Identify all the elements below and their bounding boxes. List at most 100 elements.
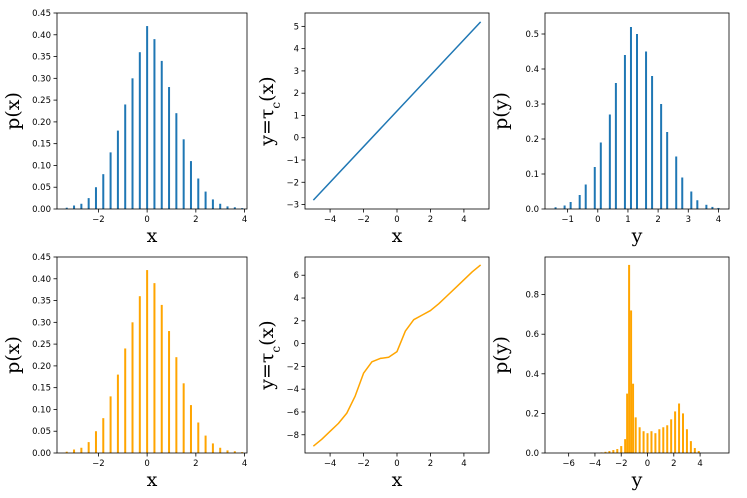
- histogram-bar: [168, 331, 171, 453]
- y-tick-label: 0.15: [32, 384, 51, 394]
- histogram-bar: [599, 142, 602, 209]
- histogram-bar: [160, 60, 163, 209]
- histogram-bar: [226, 206, 229, 209]
- y-tick-label: 0.30: [32, 318, 51, 328]
- x-tick-label: −6: [562, 459, 575, 469]
- x-tick-label: 1: [625, 215, 630, 225]
- y-tick-label: 0.25: [32, 96, 51, 106]
- x-tick-label: −1: [561, 215, 574, 225]
- histogram-bar: [629, 27, 632, 209]
- y-tick-label: 0.10: [32, 405, 51, 415]
- y-tick-label: −1: [286, 156, 299, 166]
- y-tick-label: 0.25: [32, 340, 51, 350]
- x-tick-label: 4: [716, 215, 721, 225]
- histogram-bar: [632, 383, 635, 453]
- histogram-bar: [160, 304, 163, 453]
- y-tick-label: 0.30: [32, 74, 51, 84]
- histogram-bar: [102, 174, 105, 209]
- x-tick-label: 2: [193, 215, 198, 225]
- y-tick-label: 0.4: [525, 65, 539, 75]
- histogram-bar: [650, 431, 653, 453]
- plot-frame: [544, 12, 730, 210]
- histogram-bar: [153, 283, 156, 453]
- histogram-bar: [563, 205, 566, 209]
- histogram-bar: [681, 177, 684, 209]
- y-tick-label: 2: [294, 89, 299, 99]
- histogram-bar: [620, 446, 623, 453]
- y-tick-label: 0.15: [32, 140, 51, 150]
- y-tick-label: −4: [286, 385, 299, 395]
- chart-panel-1: −2 0 2 4 0.00 0.05 0.10 0.15 0.20 0.25 0.30 0.35 0.4…: [2, 9, 248, 247]
- y-tick-label: 0.00: [32, 205, 51, 215]
- series-line: [312, 264, 482, 447]
- histogram-bar: [182, 139, 185, 209]
- y-tick-label: 6: [294, 271, 299, 281]
- x-tick-label: 0: [645, 459, 650, 469]
- y-tick-label: 0.45: [32, 9, 51, 19]
- plot-frame: [56, 256, 248, 454]
- histogram-bar: [634, 417, 637, 453]
- y-tick-label: 3: [294, 67, 299, 77]
- chart-panel-6: −6 −4 −2 0 2 4 0.0 0.2 0.4 0.6 0.8 y p(y): [490, 256, 730, 491]
- y-tick-label: 0.05: [32, 427, 51, 437]
- histogram-bar: [109, 152, 112, 209]
- y-tick-label: 1: [294, 111, 299, 121]
- x-axis-label: x: [147, 469, 158, 491]
- chart-panel-5: −4 −2 0 2 4 −8 −6 −4 −2 0 2 4 6 x y=τc(x): [256, 256, 490, 491]
- x-tick-label: 4: [242, 459, 247, 469]
- y-tick-label: 0.05: [32, 183, 51, 193]
- histogram-bar: [182, 383, 185, 453]
- y-axis-label: p(y): [490, 92, 512, 130]
- histogram-bar: [674, 411, 677, 453]
- histogram-bar: [638, 427, 641, 453]
- histogram-bar: [623, 55, 626, 209]
- histogram-bar: [124, 348, 127, 453]
- histogram-bar: [662, 427, 665, 453]
- histogram-bar: [189, 161, 192, 209]
- y-tick-label: 0: [294, 134, 299, 144]
- histogram-bar: [211, 199, 214, 209]
- y-tick-label: −3: [286, 201, 299, 211]
- x-tick-label: −4: [324, 459, 337, 469]
- y-tick-label: −6: [286, 408, 299, 418]
- histogram-bar: [241, 208, 244, 209]
- histogram-bar: [131, 78, 134, 209]
- histogram-bar: [116, 374, 119, 453]
- x-tick-label: 0: [394, 459, 399, 469]
- x-tick-label: −2: [357, 215, 370, 225]
- histogram-bar: [670, 419, 673, 453]
- y-tick-label: 0.5: [525, 30, 539, 40]
- y-tick-label: 0.3: [525, 100, 539, 110]
- x-axis-label: x: [147, 225, 158, 247]
- y-tick-label: 0.6: [525, 330, 539, 340]
- histogram-bar: [584, 184, 587, 209]
- y-tick-label: −2: [286, 362, 299, 372]
- histogram-bar: [608, 451, 611, 453]
- y-tick-label: 0.2: [525, 135, 539, 145]
- histogram-bar: [168, 87, 171, 209]
- x-tick-label: −4: [324, 215, 337, 225]
- histogram-bar: [608, 114, 611, 209]
- x-tick-label: 4: [461, 459, 466, 469]
- histogram-bar: [109, 396, 112, 453]
- histogram-bar: [146, 270, 149, 453]
- y-tick-label: −8: [286, 431, 299, 441]
- histogram-bar: [131, 322, 134, 453]
- histogram-bar: [689, 441, 692, 453]
- histogram-bar: [102, 418, 105, 453]
- x-tick-label: −2: [92, 215, 105, 225]
- x-tick-label: 4: [242, 215, 247, 225]
- chart-panel-4: −2 0 2 4 0.00 0.05 0.10 0.15 0.20 0.25 0.30 0.35 0.4…: [2, 253, 248, 491]
- y-tick-label: 0.20: [32, 362, 51, 372]
- histogram-bar: [94, 187, 97, 209]
- histogram-bar: [624, 439, 627, 453]
- histogram-bar: [138, 52, 141, 210]
- chart-panel-3: −1 0 1 2 3 4 0.0 0.1 0.2 0.3 0.4 0.5 y p(y): [490, 12, 730, 247]
- histogram-bar: [666, 132, 669, 209]
- histogram-bar: [138, 296, 141, 453]
- histogram-bar: [628, 264, 631, 453]
- y-tick-label: 0.0: [525, 205, 539, 215]
- histogram-bar: [690, 191, 693, 209]
- histogram-bar: [685, 429, 688, 453]
